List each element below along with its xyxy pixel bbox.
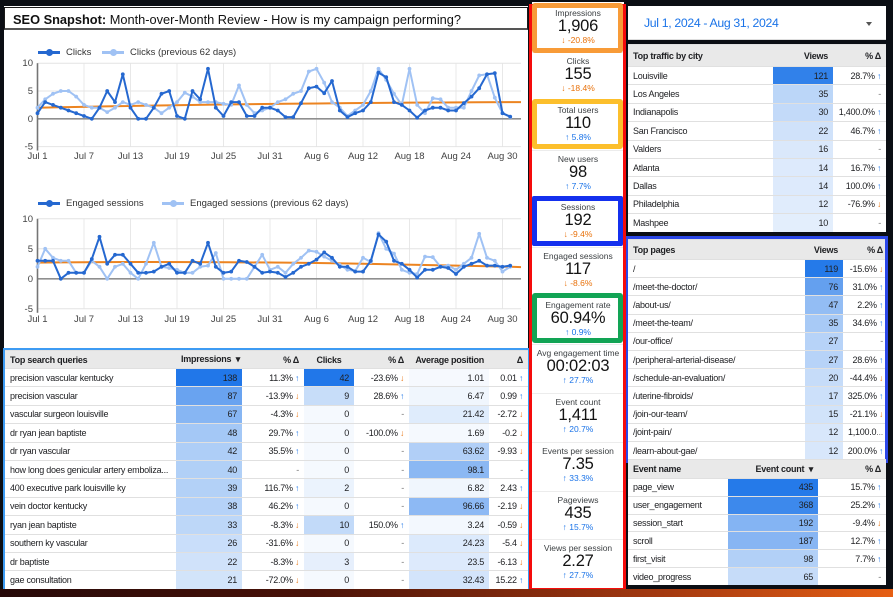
svg-text:-5: -5: [25, 304, 33, 315]
svg-text:Jul 7: Jul 7: [74, 151, 94, 162]
svg-text:-5: -5: [25, 142, 33, 153]
svg-text:Jul 1: Jul 1: [27, 151, 47, 162]
svg-text:0: 0: [28, 274, 33, 285]
svg-text:Jul 13: Jul 13: [118, 151, 143, 162]
svg-text:Aug 30: Aug 30: [487, 314, 517, 325]
svg-text:0: 0: [28, 114, 33, 125]
svg-text:Jul 7: Jul 7: [74, 314, 94, 325]
svg-text:Jul 25: Jul 25: [211, 151, 236, 162]
svg-text:Aug 30: Aug 30: [487, 151, 517, 162]
svg-text:10: 10: [22, 214, 33, 225]
svg-text:5: 5: [28, 244, 33, 255]
svg-text:Aug 24: Aug 24: [441, 151, 471, 162]
svg-text:Aug 6: Aug 6: [304, 151, 329, 162]
svg-text:Jul 19: Jul 19: [164, 314, 189, 325]
svg-text:Jul 31: Jul 31: [257, 151, 282, 162]
svg-text:Jul 13: Jul 13: [118, 314, 143, 325]
svg-text:Jul 25: Jul 25: [211, 314, 236, 325]
svg-text:Jul 1: Jul 1: [27, 314, 47, 325]
svg-text:Aug 24: Aug 24: [441, 314, 471, 325]
svg-text:Aug 18: Aug 18: [394, 151, 424, 162]
svg-text:Aug 12: Aug 12: [348, 151, 378, 162]
svg-text:Jul 19: Jul 19: [164, 151, 189, 162]
svg-text:Aug 12: Aug 12: [348, 314, 378, 325]
svg-text:Aug 18: Aug 18: [394, 314, 424, 325]
svg-text:Jul 31: Jul 31: [257, 314, 282, 325]
svg-text:10: 10: [22, 58, 33, 69]
svg-text:Aug 6: Aug 6: [304, 314, 329, 325]
svg-text:5: 5: [28, 86, 33, 97]
